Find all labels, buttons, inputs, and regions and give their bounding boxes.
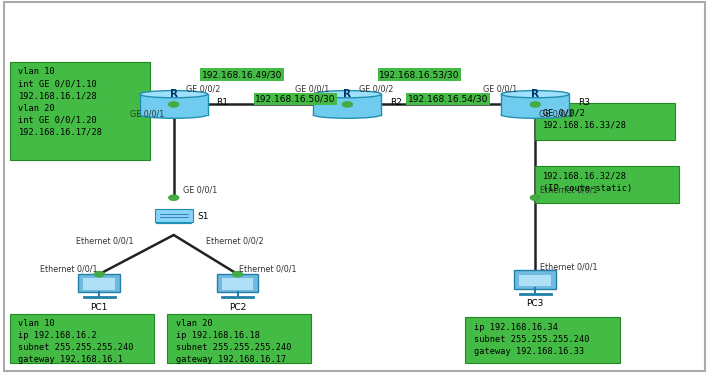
FancyBboxPatch shape [167, 314, 311, 363]
Text: vlan 10
int GE 0/0/1.10
192.168.16.1/28
vlan 20
int GE 0/0/1.20
192.168.16.17/28: vlan 10 int GE 0/0/1.10 192.168.16.1/28 … [18, 67, 102, 137]
FancyBboxPatch shape [221, 278, 254, 290]
Text: vlan 10
ip 192.168.16.2
subnet 255.255.255.240
gateway 192.168.16.1: vlan 10 ip 192.168.16.2 subnet 255.255.2… [18, 319, 134, 364]
Text: GE 0/0/1: GE 0/0/1 [296, 84, 330, 93]
Text: Ethernet 0/0/2: Ethernet 0/0/2 [206, 236, 263, 245]
Ellipse shape [140, 111, 208, 118]
Text: 192.168.16.50/30: 192.168.16.50/30 [255, 94, 336, 103]
Text: R1: R1 [216, 98, 228, 107]
Text: PC3: PC3 [527, 299, 544, 308]
Text: R: R [169, 89, 178, 99]
FancyBboxPatch shape [535, 103, 675, 140]
Text: R3: R3 [578, 98, 590, 107]
Circle shape [530, 195, 540, 200]
Text: 192.168.16.54/30: 192.168.16.54/30 [408, 94, 488, 103]
Text: PC1: PC1 [91, 303, 108, 312]
FancyBboxPatch shape [465, 317, 620, 363]
Text: Ethernet 0/0/1: Ethernet 0/0/1 [40, 265, 98, 274]
Text: PC2: PC2 [229, 303, 246, 312]
Text: 192.168.16.32/28
(IP route-static): 192.168.16.32/28 (IP route-static) [543, 172, 632, 193]
Polygon shape [140, 94, 208, 115]
Ellipse shape [140, 91, 208, 98]
Text: GE 0/0/1: GE 0/0/1 [183, 186, 217, 195]
Text: GE 0/0/1: GE 0/0/1 [484, 84, 518, 93]
Text: R2: R2 [390, 98, 402, 107]
Text: GE 0/0/2: GE 0/0/2 [359, 84, 393, 93]
Ellipse shape [501, 111, 569, 118]
FancyBboxPatch shape [10, 62, 150, 160]
Text: Ethernet 0/0/1: Ethernet 0/0/1 [76, 236, 133, 245]
Text: R: R [343, 89, 352, 99]
FancyBboxPatch shape [217, 274, 258, 292]
Circle shape [233, 272, 242, 277]
FancyBboxPatch shape [157, 210, 190, 223]
Circle shape [169, 102, 179, 107]
Text: Ethernet 0/0/1: Ethernet 0/0/1 [540, 186, 598, 195]
Text: GE 0/0/1: GE 0/0/1 [130, 109, 164, 118]
FancyBboxPatch shape [519, 275, 552, 286]
Circle shape [94, 272, 104, 277]
FancyBboxPatch shape [515, 270, 556, 289]
Ellipse shape [313, 111, 381, 118]
Polygon shape [501, 94, 569, 115]
Text: GE 0/0/2: GE 0/0/2 [539, 109, 573, 118]
Circle shape [342, 102, 352, 107]
Polygon shape [313, 94, 381, 115]
Text: Ethernet 0/0/1: Ethernet 0/0/1 [540, 262, 598, 271]
Text: 192.168.16.49/30: 192.168.16.49/30 [202, 70, 282, 79]
Ellipse shape [501, 91, 569, 98]
Text: R: R [531, 89, 540, 99]
FancyBboxPatch shape [84, 278, 116, 290]
Text: vlan 20
ip 192.168.16.18
subnet 255.255.255.240
gateway 192.168.16.17: vlan 20 ip 192.168.16.18 subnet 255.255.… [176, 319, 291, 364]
Text: S1: S1 [198, 212, 209, 221]
Text: GE 0/0/2: GE 0/0/2 [186, 84, 220, 93]
FancyBboxPatch shape [535, 166, 679, 203]
Text: 192.168.16.53/30: 192.168.16.53/30 [379, 70, 460, 79]
FancyBboxPatch shape [79, 274, 121, 292]
FancyBboxPatch shape [155, 209, 193, 222]
Text: GE 0/0/2
192.168.16.33/28: GE 0/0/2 192.168.16.33/28 [543, 108, 627, 129]
Circle shape [530, 102, 540, 107]
Text: ip 192.168.16.34
subnet 255.255.255.240
gateway 192.168.16.33: ip 192.168.16.34 subnet 255.255.255.240 … [474, 323, 589, 356]
FancyBboxPatch shape [156, 210, 191, 223]
FancyBboxPatch shape [10, 314, 154, 363]
Text: Ethernet 0/0/1: Ethernet 0/0/1 [239, 265, 296, 274]
Circle shape [169, 195, 179, 200]
Ellipse shape [313, 91, 381, 98]
